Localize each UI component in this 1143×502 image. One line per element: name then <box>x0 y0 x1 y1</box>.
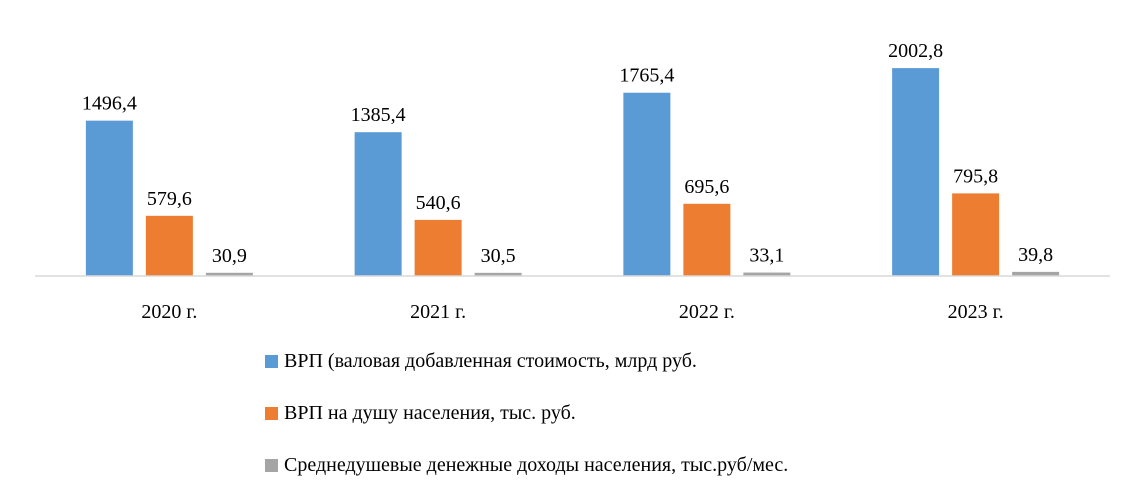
data-label: 579,6 <box>147 188 192 210</box>
data-label: 695,6 <box>684 176 729 198</box>
bar <box>623 92 671 276</box>
data-label: 1496,4 <box>82 93 137 115</box>
legend-label-income: Среднедушевые денежные доходы населения,… <box>284 454 789 476</box>
data-label: 39,8 <box>1018 244 1053 266</box>
x-tick-label: 2022 г. <box>679 301 735 323</box>
bar <box>414 219 462 276</box>
legend-swatch-grp <box>265 355 278 368</box>
legend-swatch-grp-per-capita <box>265 407 278 420</box>
data-label: 33,1 <box>749 245 784 267</box>
legend-item-grp-per-capita: ВРП на душу населения, тыс. руб. <box>265 402 576 425</box>
x-tick-label: 2021 г. <box>410 301 466 323</box>
x-tick-label: 2023 г. <box>948 301 1004 323</box>
data-label: 795,8 <box>953 165 998 187</box>
bar <box>85 120 133 277</box>
legend-label-grp: ВРП (валовая добавленная стоимость, млрд… <box>284 350 697 372</box>
bar <box>683 203 731 276</box>
x-tick-label: 2020 г. <box>141 301 197 323</box>
bar <box>474 272 522 276</box>
data-label: 540,6 <box>416 192 461 214</box>
legend-item-grp: ВРП (валовая добавленная стоимость, млрд… <box>265 350 697 373</box>
bar <box>205 272 253 276</box>
legend-swatch-income <box>265 459 278 472</box>
legend-label-grp-per-capita: ВРП на душу населения, тыс. руб. <box>284 402 576 424</box>
data-label: 1765,4 <box>619 65 674 87</box>
bar <box>354 132 402 276</box>
bar-chart: 1496,4 579,6 30,9 2020 г. 1385,4 540,6 30,5 202… <box>35 40 1110 323</box>
data-label: 30,5 <box>481 245 516 267</box>
data-label: 30,9 <box>212 245 247 267</box>
bar <box>743 272 791 276</box>
data-label: 1385,4 <box>351 104 406 126</box>
bar <box>1012 271 1060 276</box>
bar <box>952 193 1000 276</box>
legend-item-income: Среднедушевые денежные доходы населения,… <box>265 454 788 477</box>
bar <box>892 68 940 276</box>
data-label: 2002,8 <box>888 40 943 62</box>
bar <box>145 215 193 276</box>
